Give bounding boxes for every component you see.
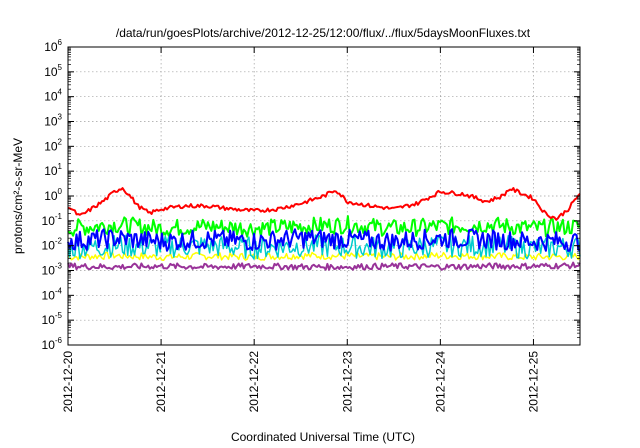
y-tick-label: 105	[44, 63, 62, 79]
y-tick-label: 101	[44, 162, 62, 178]
y-tick-label: 106	[44, 38, 62, 54]
series-layer	[67, 187, 581, 271]
x-tick-labels: 2012-12-20 2012-12-21 2012-12-22 2012-12-23…	[61, 351, 540, 413]
x-tick-label: 2012-12-21	[154, 351, 168, 413]
y-tick-label: 10-4	[42, 286, 63, 302]
x-tick-label: 2012-12-22	[247, 351, 261, 413]
axis-ticks	[67, 46, 580, 346]
y-tick-label: 10-1	[42, 212, 63, 228]
x-tick-label: 2012-12-20	[61, 351, 75, 413]
series-line	[67, 228, 581, 252]
y-tick-label: 102	[44, 137, 62, 153]
series-line	[67, 261, 581, 271]
series-line	[67, 187, 581, 221]
y-tick-label: 10-6	[42, 336, 63, 352]
x-tick-label: 2012-12-23	[340, 351, 354, 413]
y-axis-label: protons/cm²-s-sr-MeV	[11, 138, 25, 254]
y-tick-label: 104	[44, 88, 62, 104]
x-tick-label: 2012-12-24	[433, 351, 447, 413]
chart-title: /data/run/goesPlots/archive/2012-12-25/1…	[116, 26, 531, 40]
series-line	[67, 215, 581, 238]
y-tick-label: 10-5	[42, 311, 63, 327]
x-tick-label: 2012-12-25	[526, 351, 540, 413]
y-tick-label: 10-2	[42, 237, 63, 253]
y-tick-labels: 10-6 10-5 10-4 10-3 10-2 10-1 100 101 102 103 104 1…	[42, 38, 63, 352]
y-tick-label: 103	[44, 113, 62, 129]
series-line	[67, 251, 581, 262]
y-tick-label: 10-3	[42, 262, 63, 278]
y-tick-label: 100	[44, 187, 62, 203]
x-axis-label: Coordinated Universal Time (UTC)	[231, 430, 415, 444]
